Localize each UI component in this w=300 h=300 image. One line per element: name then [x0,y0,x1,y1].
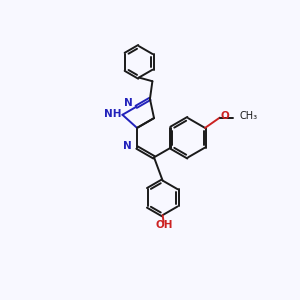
Text: NH: NH [104,109,122,119]
Text: CH₃: CH₃ [239,111,257,122]
Text: OH: OH [155,220,172,230]
Text: O: O [220,111,229,122]
Text: N: N [123,141,132,151]
Text: N: N [124,98,133,108]
